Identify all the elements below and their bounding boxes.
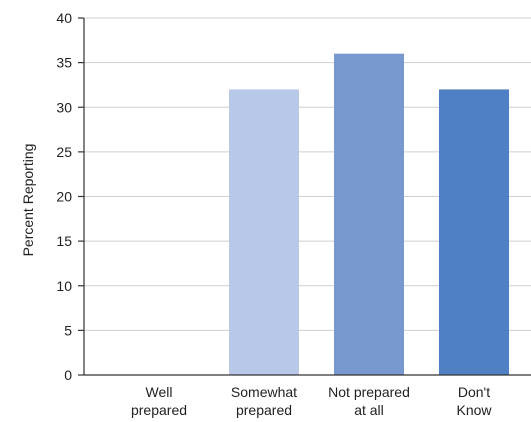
- y-tick-label: 20: [56, 189, 72, 205]
- x-tick-label: prepared: [236, 402, 292, 418]
- bar: [334, 53, 404, 375]
- gridlines: [84, 17, 531, 331]
- y-tick-label: 5: [64, 322, 72, 338]
- y-tick-label: 35: [56, 55, 72, 71]
- y-tick-label: 15: [56, 233, 72, 249]
- bars: [229, 53, 509, 376]
- y-axis-label: Percent Reporting: [20, 144, 36, 257]
- y-tick-label: 10: [56, 278, 72, 294]
- x-tick-label: Not prepared: [328, 384, 410, 400]
- y-tick-label: 40: [56, 10, 72, 26]
- x-tick-label: Know: [456, 402, 492, 418]
- x-tick-label: Well: [146, 384, 173, 400]
- y-tick-label: 25: [56, 144, 72, 160]
- x-axis-labels: Well prepared Somewhat prepared Not prepared…: [131, 384, 492, 418]
- x-tick-label: at all: [354, 402, 384, 418]
- bar: [229, 89, 299, 376]
- y-axis-ticks: 0 5 10 15 20 25 30 35 40: [56, 10, 84, 383]
- y-tick-label: 30: [56, 99, 72, 115]
- x-tick-label: Don't: [458, 384, 490, 400]
- x-tick-label: Somewhat: [231, 384, 297, 400]
- y-tick-label: 0: [64, 367, 72, 383]
- bar: [439, 89, 509, 376]
- x-tick-label: prepared: [131, 402, 187, 418]
